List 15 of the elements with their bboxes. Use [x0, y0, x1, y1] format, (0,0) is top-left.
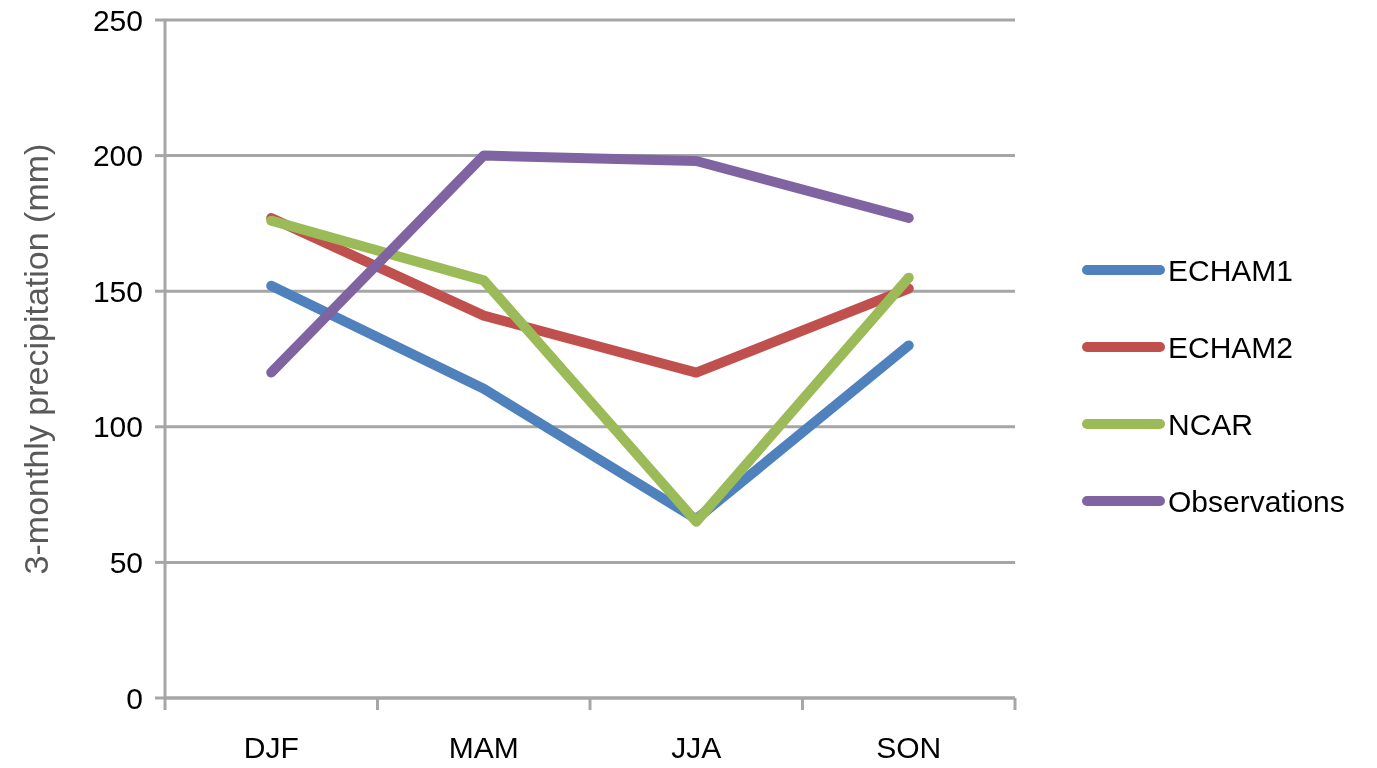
y-axis-title: 3-monthly precipitation (mm) — [17, 143, 55, 575]
y-tick-label: 50 — [109, 545, 143, 579]
y-tick-label: 250 — [92, 3, 143, 37]
legend-label: ECHAM1 — [1168, 253, 1294, 287]
y-tick-label: 200 — [92, 139, 143, 173]
legend-label: ECHAM2 — [1168, 330, 1294, 364]
y-tick-label: 0 — [126, 681, 143, 715]
x-tick-label: JJA — [671, 731, 722, 764]
x-tick-label: MAM — [448, 731, 519, 764]
legend-label: Observations — [1168, 484, 1345, 518]
legend-label: NCAR — [1168, 407, 1254, 441]
y-tick-label: 150 — [92, 274, 143, 308]
x-tick-label: SON — [876, 731, 942, 764]
y-tick-label: 100 — [92, 410, 143, 444]
x-tick-label: DJF — [243, 731, 299, 764]
